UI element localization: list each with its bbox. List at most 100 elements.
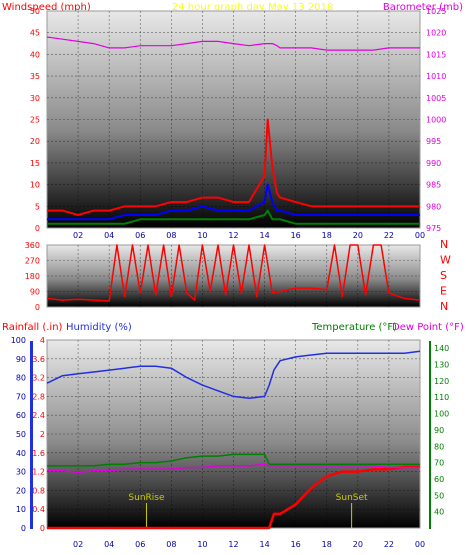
x-tick-label: 06 <box>135 231 145 240</box>
sun-marker-label: SunSet <box>336 493 368 503</box>
temperature-tick-label: 40 <box>434 508 444 517</box>
x-tick-label: 20 <box>353 231 363 240</box>
x-tick-label: 06 <box>135 540 145 549</box>
barometer-tick-label: 1015 <box>426 50 446 59</box>
windspeed-axis-title: Windspeed (mph) <box>2 2 91 13</box>
x-tick-label: 10 <box>197 540 207 549</box>
rainfall-line <box>47 465 420 530</box>
barometer-axis-title: Barometer (mb) <box>383 2 463 13</box>
windspeed-tick-label: 15 <box>30 159 40 168</box>
dewpoint-line <box>47 463 420 474</box>
humidity-tick-label: 90 <box>16 355 26 364</box>
humidity-tick-label: 30 <box>16 468 26 477</box>
barometer-line <box>46 36 420 51</box>
x-tick-label: 16 <box>291 540 301 549</box>
direction-tick-label: 270 <box>25 257 40 266</box>
temperature-tick-label: 120 <box>434 377 449 386</box>
temperature-tick-label: 90 <box>434 426 444 435</box>
windspeed-tick-label: 35 <box>30 72 40 81</box>
humidity-tick-label: 70 <box>16 392 26 401</box>
humidity-ticks: 0 10 20 30 40 50 60 70 80 90 100 <box>11 336 26 533</box>
rain-series <box>46 350 421 530</box>
dewpoint-axis-title: Dew Point (°F) <box>392 322 464 333</box>
rain-humidity-temp-panel: 0 10 20 30 40 50 60 70 80 90 100 0 0.4 0.8 1.2 1.6 2 2.4… <box>11 336 450 549</box>
barometer-tick-label: 1010 <box>426 72 446 81</box>
sun-marker-label: SunRise <box>128 493 165 503</box>
windspeed-tick-label: 0 <box>35 224 40 233</box>
rainfall-axis-title: Rainfall (.in) <box>2 322 63 333</box>
rain-tick-label: 2.8 <box>32 392 45 401</box>
direction-series <box>46 244 421 302</box>
barometer-tick-label: 990 <box>426 159 441 168</box>
x-tick-label: 18 <box>322 231 332 240</box>
x-tick-label: 14 <box>259 540 269 549</box>
rain-ticks: 0 0.4 0.8 1.2 1.6 2 2.4 2.8 3.2 3.6 4 <box>32 336 45 533</box>
barometer-tick-label: 1025 <box>426 7 446 16</box>
direction-tick-label: 0 <box>35 303 40 312</box>
windspeed-tick-label: 20 <box>30 137 40 146</box>
x-tick-label: 20 <box>353 540 363 549</box>
humidity-tick-label: 60 <box>16 411 26 420</box>
x-tick-label: 22 <box>384 540 394 549</box>
windspeed-tick-label: 10 <box>30 181 40 190</box>
barometer-ticks: 975 980 985 990 995 1000 1005 1010 1015 1020 1025 <box>426 7 446 233</box>
humidity-axis-bar <box>30 341 33 529</box>
wind-series <box>46 36 420 225</box>
windspeed-tick-label: 5 <box>35 202 40 211</box>
windspeed-tick-label: 30 <box>30 94 40 103</box>
barometer-tick-label: 975 <box>426 224 441 233</box>
x-tick-label: 00 <box>415 540 425 549</box>
rain-tick-label: 0.8 <box>32 486 45 495</box>
barometer-tick-label: 995 <box>426 137 441 146</box>
temperature-tick-label: 60 <box>434 475 444 484</box>
x-tick-label: 04 <box>104 231 114 240</box>
temperature-tick-label: 110 <box>434 393 449 402</box>
gust-line <box>47 183 420 221</box>
windspeed-line <box>47 118 420 216</box>
barometer-tick-label: 1020 <box>426 29 446 38</box>
compass-label: W <box>440 254 451 267</box>
humidity-tick-label: 80 <box>16 374 26 383</box>
rain-tick-label: 2.4 <box>32 411 45 420</box>
temperature-axis-title: Temperature (°F) <box>311 322 397 333</box>
temperature-axis-bar <box>429 341 431 529</box>
wind-grid <box>47 11 420 228</box>
x-tick-label: 22 <box>384 231 394 240</box>
rain-grid <box>47 340 420 528</box>
humidity-tick-label: 50 <box>16 430 26 439</box>
x-tick-label: 00 <box>415 231 425 240</box>
rain-tick-label: 1.2 <box>32 468 45 477</box>
temperature-tick-label: 140 <box>434 344 449 353</box>
rain-x-ticks: 02 04 06 08 10 12 14 16 18 20 22 00 <box>73 540 425 549</box>
direction-tick-label: 90 <box>30 288 40 297</box>
x-tick-label: 02 <box>73 231 83 240</box>
temperature-tick-label: 80 <box>434 442 444 451</box>
x-tick-label: 02 <box>73 540 83 549</box>
temperature-tick-label: 100 <box>434 410 449 419</box>
rain-tick-label: 4 <box>40 336 45 345</box>
temperature-tick-label: 130 <box>434 361 449 370</box>
windspeed-tick-label: 50 <box>30 7 40 16</box>
humidity-tick-label: 100 <box>11 336 26 345</box>
compass-label: N <box>440 300 448 313</box>
compass-label: S <box>440 269 447 282</box>
x-tick-label: 12 <box>228 540 238 549</box>
x-tick-label: 14 <box>259 231 269 240</box>
x-tick-label: 12 <box>228 231 238 240</box>
windspeed-tick-label: 40 <box>30 50 40 59</box>
average-line <box>47 209 420 225</box>
humidity-line <box>46 350 421 400</box>
x-tick-label: 18 <box>322 540 332 549</box>
sun-annotations: SunRise SunSet <box>128 493 368 528</box>
compass-label: N <box>440 238 448 251</box>
direction-line <box>46 244 421 302</box>
barometer-tick-label: 985 <box>426 181 441 190</box>
windspeed-tick-label: 45 <box>30 29 40 38</box>
humidity-axis-title: Humidity (%) <box>66 322 132 333</box>
barometer-tick-label: 1005 <box>426 94 446 103</box>
temperature-tick-label: 50 <box>434 491 444 500</box>
windspeed-ticks: 0 5 10 15 20 25 30 35 40 45 50 <box>30 7 40 233</box>
humidity-tick-label: 0 <box>21 524 26 533</box>
rain-tick-label: 0.4 <box>32 505 45 514</box>
direction-tick-label: 360 <box>25 241 40 250</box>
